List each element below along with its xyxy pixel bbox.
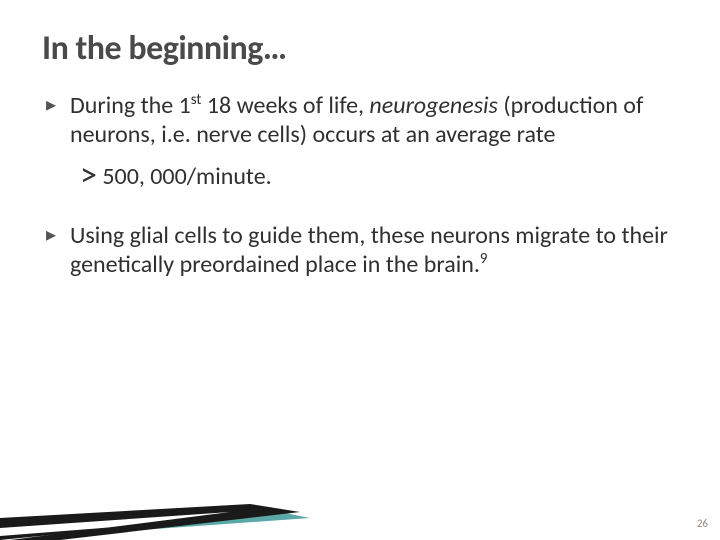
bullet-1: During the 1st 18 weeks of life, neuroge… bbox=[46, 91, 678, 150]
bullet-2-text: Using glial cells to guide them, these n… bbox=[70, 221, 668, 279]
slide: In the beginning… During the 1st 18 week… bbox=[0, 0, 720, 540]
deco-shape-white bbox=[0, 512, 230, 540]
bullet-1-sup: st bbox=[191, 90, 202, 108]
bullet-1-text-b: 18 weeks of life, bbox=[201, 91, 369, 120]
bullet-2: Using glial cells to guide them, these n… bbox=[46, 221, 678, 280]
bullet-list-2: Using glial cells to guide them, these n… bbox=[42, 221, 678, 280]
bullet-2-sup: 9 bbox=[480, 249, 488, 267]
bullet-list: During the 1st 18 weeks of life, neuroge… bbox=[42, 91, 678, 150]
deco-shape-dark-2 bbox=[0, 522, 180, 540]
bullet-1-ital: neurogenesis bbox=[369, 91, 497, 120]
rate-line: > 500, 000/minute. bbox=[42, 162, 678, 191]
page-number: 26 bbox=[697, 517, 708, 530]
deco-shape-teal bbox=[0, 508, 310, 540]
greater-than-symbol: > bbox=[80, 155, 97, 196]
deco-shape-dark-1 bbox=[0, 504, 300, 540]
bullet-1-text-a: During the 1 bbox=[70, 91, 191, 120]
corner-decoration bbox=[0, 460, 340, 540]
rate-text: 500, 000/minute. bbox=[97, 162, 272, 191]
page-title: In the beginning… bbox=[42, 28, 678, 69]
